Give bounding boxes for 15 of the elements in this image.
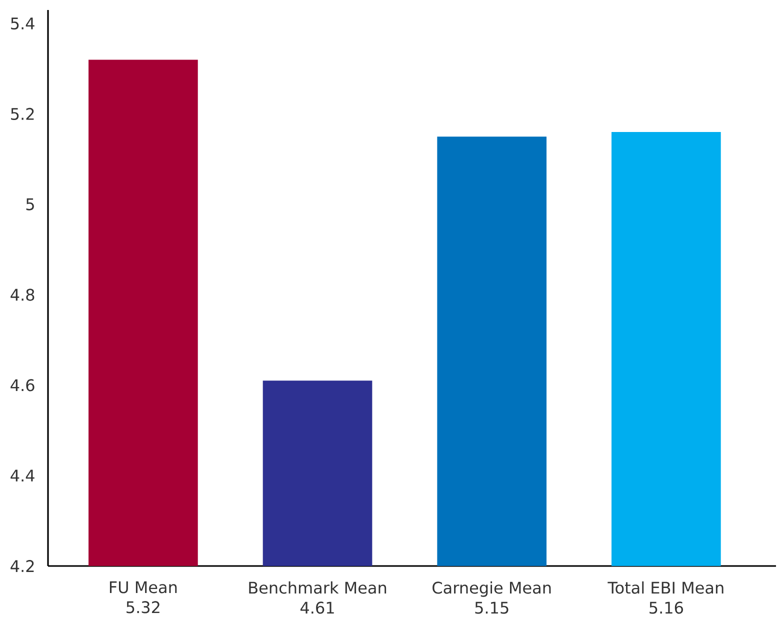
y-tick-label: 4.6 [10,379,34,392]
data-label: 5.15 [475,602,508,614]
y-tick-label: 4.4 [10,470,34,482]
x-tick-label: Total EBI Mean [608,581,724,594]
x-tick-label: Carnegie Mean [432,581,551,597]
y-tick-label: 5.4 [11,18,34,30]
x-tick-label: FU Mean [110,581,177,594]
x-tick-label: Benchmark Mean [249,581,386,594]
data-label: 5.32 [126,601,160,614]
y-tick-label: 4.2 [10,560,34,572]
y-tick-label: 5 [26,198,34,210]
data-label: 4.61 [300,602,334,614]
data-label: 5.16 [650,602,683,614]
y-tick-label: 5.2 [11,108,34,120]
y-tick-label: 4.8 [10,288,34,301]
